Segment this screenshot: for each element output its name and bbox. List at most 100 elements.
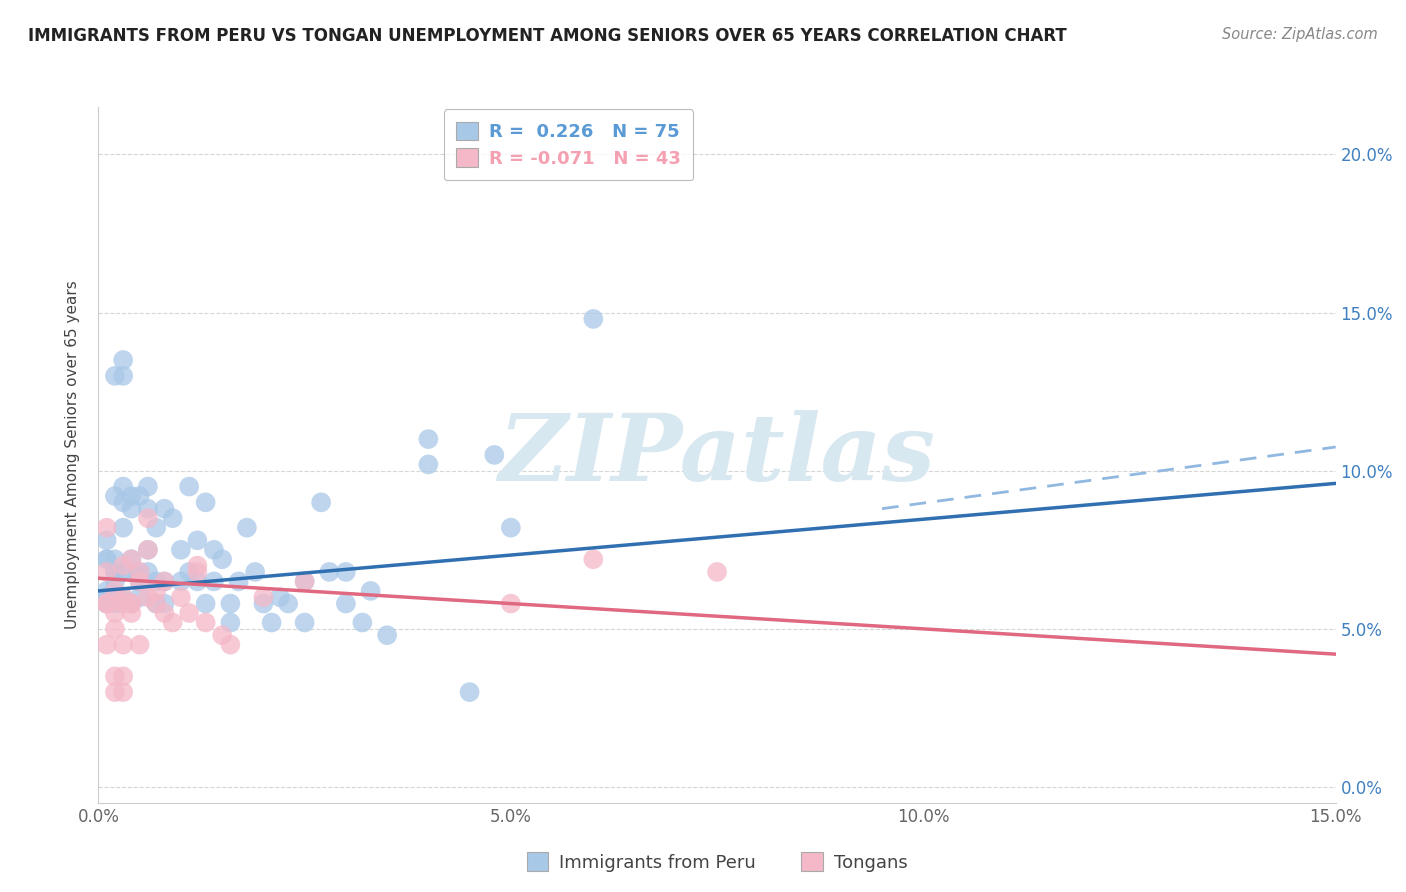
Point — [194, 495, 217, 509]
Point — [128, 574, 150, 589]
Point — [219, 615, 242, 630]
Point — [128, 591, 150, 605]
Point — [112, 638, 135, 652]
Point — [153, 597, 176, 611]
Point — [96, 521, 118, 535]
Point — [294, 615, 316, 630]
Point — [194, 615, 217, 630]
Point — [194, 597, 217, 611]
Point — [104, 574, 127, 589]
Point — [136, 501, 159, 516]
Point — [112, 479, 135, 493]
Point — [120, 597, 142, 611]
Point — [153, 606, 176, 620]
Point — [136, 542, 159, 557]
Point — [120, 606, 142, 620]
Point — [128, 638, 150, 652]
Point — [112, 669, 135, 683]
Point — [96, 552, 118, 566]
Point — [112, 521, 135, 535]
Point — [112, 495, 135, 509]
Point — [186, 574, 208, 589]
Point — [112, 558, 135, 573]
Point — [211, 628, 233, 642]
Point — [360, 583, 382, 598]
Point — [243, 565, 266, 579]
Point — [112, 591, 135, 605]
Point — [418, 458, 440, 472]
Point — [120, 597, 142, 611]
Point — [96, 552, 118, 566]
Point — [120, 552, 142, 566]
Point — [104, 489, 127, 503]
Text: Source: ZipAtlas.com: Source: ZipAtlas.com — [1222, 27, 1378, 42]
Point — [112, 368, 135, 383]
Point — [104, 368, 127, 383]
Point — [104, 669, 127, 683]
Point — [96, 597, 118, 611]
Point — [96, 597, 118, 611]
Point — [186, 558, 208, 573]
Point — [145, 597, 167, 611]
Point — [186, 565, 208, 579]
Point — [112, 597, 135, 611]
Point — [219, 638, 242, 652]
Point — [252, 591, 274, 605]
Point — [145, 521, 167, 535]
Point — [136, 542, 159, 557]
Point — [211, 552, 233, 566]
Point — [145, 574, 167, 589]
Point — [219, 597, 242, 611]
Point — [96, 597, 118, 611]
Point — [309, 495, 332, 509]
Point — [104, 552, 127, 566]
Point — [112, 591, 135, 605]
Point — [162, 511, 184, 525]
Point — [128, 565, 150, 579]
Point — [120, 501, 142, 516]
Point — [458, 685, 481, 699]
Point — [104, 565, 127, 579]
Point — [269, 591, 291, 605]
Point — [170, 574, 193, 589]
Point — [112, 565, 135, 579]
Point — [153, 574, 176, 589]
Point — [136, 511, 159, 525]
Point — [236, 521, 259, 535]
Point — [128, 489, 150, 503]
Point — [418, 432, 440, 446]
Point — [128, 565, 150, 579]
Point — [375, 628, 398, 642]
Point — [96, 533, 118, 548]
Point — [162, 615, 184, 630]
Point — [112, 353, 135, 368]
Point — [136, 591, 159, 605]
Point — [179, 606, 201, 620]
Point — [145, 583, 167, 598]
Point — [104, 583, 127, 598]
Point — [153, 574, 176, 589]
Point — [582, 312, 605, 326]
Point — [252, 597, 274, 611]
Point — [260, 615, 283, 630]
Point — [484, 448, 506, 462]
Point — [96, 591, 118, 605]
Point — [96, 565, 118, 579]
Point — [179, 565, 201, 579]
Point — [128, 574, 150, 589]
Y-axis label: Unemployment Among Seniors over 65 years: Unemployment Among Seniors over 65 years — [65, 281, 80, 629]
Point — [352, 615, 374, 630]
Point — [335, 597, 357, 611]
Point — [96, 638, 118, 652]
Point — [136, 479, 159, 493]
Point — [153, 501, 176, 516]
Point — [277, 597, 299, 611]
Point — [104, 622, 127, 636]
Point — [104, 565, 127, 579]
Point — [120, 552, 142, 566]
Point — [186, 533, 208, 548]
Legend: Immigrants from Peru, Tongans: Immigrants from Peru, Tongans — [515, 839, 920, 884]
Point — [294, 574, 316, 589]
Point — [318, 565, 340, 579]
Point — [120, 597, 142, 611]
